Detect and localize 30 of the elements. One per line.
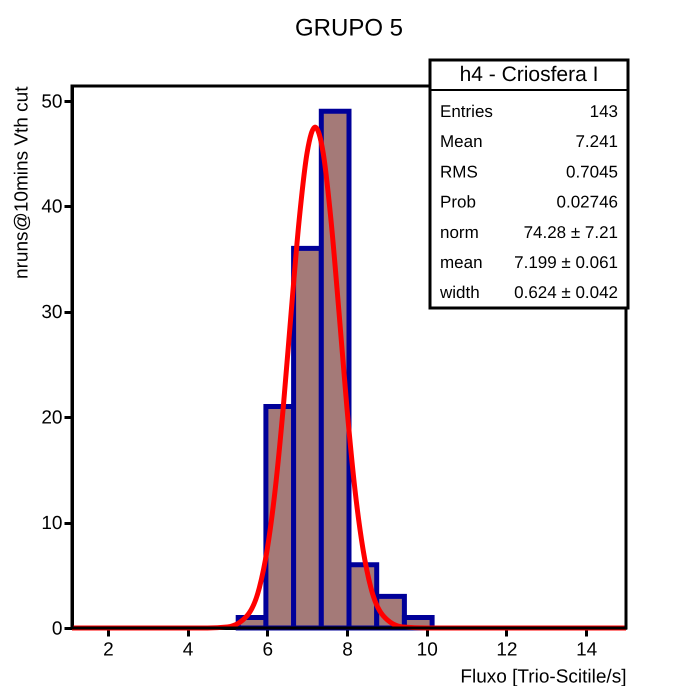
- x-tick-label: 14: [576, 640, 598, 660]
- x-tick-label: 10: [416, 640, 438, 660]
- annotation: RMS: [440, 162, 478, 182]
- x-tick-label: 4: [182, 640, 194, 660]
- annotation: width: [439, 283, 480, 302]
- annotation: 7.199 ± 0.061: [514, 253, 618, 272]
- x-tick-label: 12: [496, 640, 518, 660]
- y-tick-label: 20: [41, 408, 62, 429]
- annotation: Mean: [440, 132, 483, 152]
- y-tick-label: 40: [41, 196, 62, 218]
- y-tick-label: 10: [41, 513, 62, 534]
- annotation: 0.7045: [566, 162, 618, 182]
- annotation: 74.28 ± 7.21: [524, 222, 618, 242]
- y-tick-label: 0: [52, 618, 62, 640]
- x-tick-label: 2: [103, 640, 114, 660]
- text: h4 - Criosfera I: [460, 63, 598, 86]
- chart-title: GRUPO 5: [294, 14, 404, 42]
- annotation: Entries: [440, 102, 493, 121]
- annotation: 7.241: [575, 132, 618, 152]
- annotation: 143: [590, 102, 618, 121]
- x-tick-label: 6: [262, 640, 274, 660]
- annotation: Prob: [440, 192, 476, 212]
- y-axis-title: nruns@10mins Vth cut: [11, 86, 32, 279]
- annotation: norm: [440, 222, 479, 242]
- x-tick-label: 8: [342, 640, 353, 660]
- annotation: 0.624 ± 0.042: [514, 283, 618, 302]
- y-tick-label: 50: [41, 91, 62, 112]
- annotation: mean: [440, 253, 483, 272]
- y-tick-label: 30: [41, 302, 62, 324]
- annotation: 0.02746: [556, 192, 618, 212]
